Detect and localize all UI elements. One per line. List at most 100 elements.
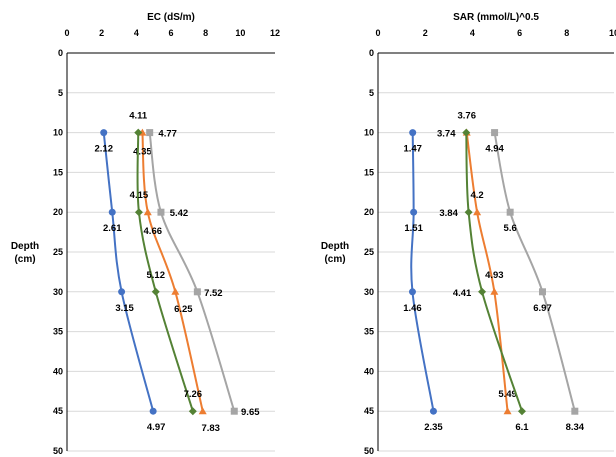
data-label: 5.12 <box>146 270 165 281</box>
series-line-3 <box>465 132 523 412</box>
y-tick-label: 25 <box>364 247 374 257</box>
data-point <box>151 287 160 296</box>
data-point <box>410 208 418 216</box>
data-point <box>198 407 207 415</box>
data-label: 4.2 <box>471 190 484 201</box>
data-point <box>143 208 152 216</box>
x-tick-label: 0 <box>375 28 380 38</box>
data-label: 4.41 <box>453 288 472 299</box>
data-label: 3.84 <box>439 208 458 219</box>
data-point <box>571 407 579 415</box>
data-point <box>100 129 108 137</box>
data-label: 4.93 <box>485 270 504 281</box>
x-tick-label: 2 <box>99 28 104 38</box>
data-point <box>506 208 514 216</box>
x-tick-label: 2 <box>423 28 428 38</box>
data-point <box>538 288 546 296</box>
y-tick-label: 20 <box>53 207 63 217</box>
series-line-0 <box>102 132 155 412</box>
data-label: 2.61 <box>103 223 122 234</box>
data-label: 1.51 <box>404 223 423 234</box>
x-tick-label: 8 <box>203 28 208 38</box>
data-label: 4.15 <box>130 190 149 201</box>
y-tick-label: 35 <box>53 327 63 337</box>
data-point <box>149 407 157 415</box>
y-tick-label: 40 <box>364 366 374 376</box>
data-label: 1.47 <box>403 144 422 155</box>
data-point <box>409 129 417 137</box>
chart-title: SAR (mmol/L)^0.5 <box>453 12 539 23</box>
data-point <box>188 407 197 416</box>
data-point <box>464 208 473 217</box>
data-label: 4.35 <box>133 147 152 158</box>
y-tick-label: 35 <box>364 327 374 337</box>
y-tick-label: 45 <box>53 406 63 416</box>
y-tick-label: 45 <box>364 406 374 416</box>
data-label: 2.12 <box>94 144 113 155</box>
series-line-1 <box>141 132 204 412</box>
y-tick-label: 30 <box>53 287 63 297</box>
y-tick-label: 5 <box>369 88 374 98</box>
data-label: 4.97 <box>147 422 166 433</box>
data-point <box>490 287 499 295</box>
data-point <box>171 287 180 295</box>
y-tick-label: 10 <box>53 128 63 138</box>
series-line-3 <box>136 132 194 412</box>
data-point <box>108 208 116 216</box>
data-point <box>157 208 165 216</box>
data-point <box>230 407 238 415</box>
data-point <box>517 407 526 416</box>
data-label: 3.76 <box>457 111 476 122</box>
data-point <box>491 129 499 137</box>
x-tick-label: 10 <box>235 28 245 38</box>
data-label: 4.11 <box>129 111 148 122</box>
data-label: 5.6 <box>504 223 517 234</box>
data-point <box>503 407 512 415</box>
data-point <box>408 288 416 296</box>
data-label: 6.25 <box>174 304 193 315</box>
data-point <box>146 129 154 137</box>
data-point <box>429 407 437 415</box>
y-tick-label: 50 <box>364 446 374 456</box>
data-label: 5.42 <box>170 208 189 219</box>
x-tick-label: 6 <box>517 28 522 38</box>
y-tick-label: 25 <box>53 247 63 257</box>
x-tick-label: 8 <box>564 28 569 38</box>
data-label: 4.77 <box>158 129 177 140</box>
y-tick-label: 40 <box>53 366 63 376</box>
series-line-1 <box>465 132 509 412</box>
data-point <box>478 287 487 296</box>
x-tick-label: 4 <box>470 28 475 38</box>
data-point <box>134 208 143 217</box>
y-tick-label: 50 <box>53 446 63 456</box>
data-label: 1.46 <box>403 303 422 314</box>
data-label: 8.34 <box>566 422 585 433</box>
y-tick-label: 5 <box>58 88 63 98</box>
series-line-2 <box>493 132 576 412</box>
data-label: 7.83 <box>201 423 220 434</box>
data-point <box>193 288 201 296</box>
y-axis-label: Depth (cm) <box>321 241 349 265</box>
chart-panel-1: 0 2 4 6 8 10 0 5 10 15 20 25 30 35 40 45 50 SAR (mmol/L)^… <box>321 12 616 456</box>
data-label: 7.52 <box>204 288 223 299</box>
data-point <box>473 208 482 216</box>
x-tick-label: 12 <box>270 28 280 38</box>
y-tick-label: 10 <box>364 128 374 138</box>
x-tick-label: 4 <box>134 28 139 38</box>
data-label: 9.65 <box>241 407 260 418</box>
series-line-2 <box>148 132 236 412</box>
y-tick-label: 0 <box>369 48 374 58</box>
y-tick-label: 30 <box>364 287 374 297</box>
data-point <box>462 128 471 137</box>
data-label: 6.1 <box>515 422 529 433</box>
y-tick-label: 20 <box>364 207 374 217</box>
x-tick-label: 0 <box>64 28 69 38</box>
x-tick-label: 10 <box>609 28 616 38</box>
data-label: 3.15 <box>115 303 134 314</box>
data-point <box>134 128 143 137</box>
data-label: 4.94 <box>485 144 504 155</box>
y-tick-label: 15 <box>364 167 374 177</box>
data-label: 7.26 <box>184 389 203 400</box>
y-axis-label: Depth (cm) <box>11 241 39 265</box>
